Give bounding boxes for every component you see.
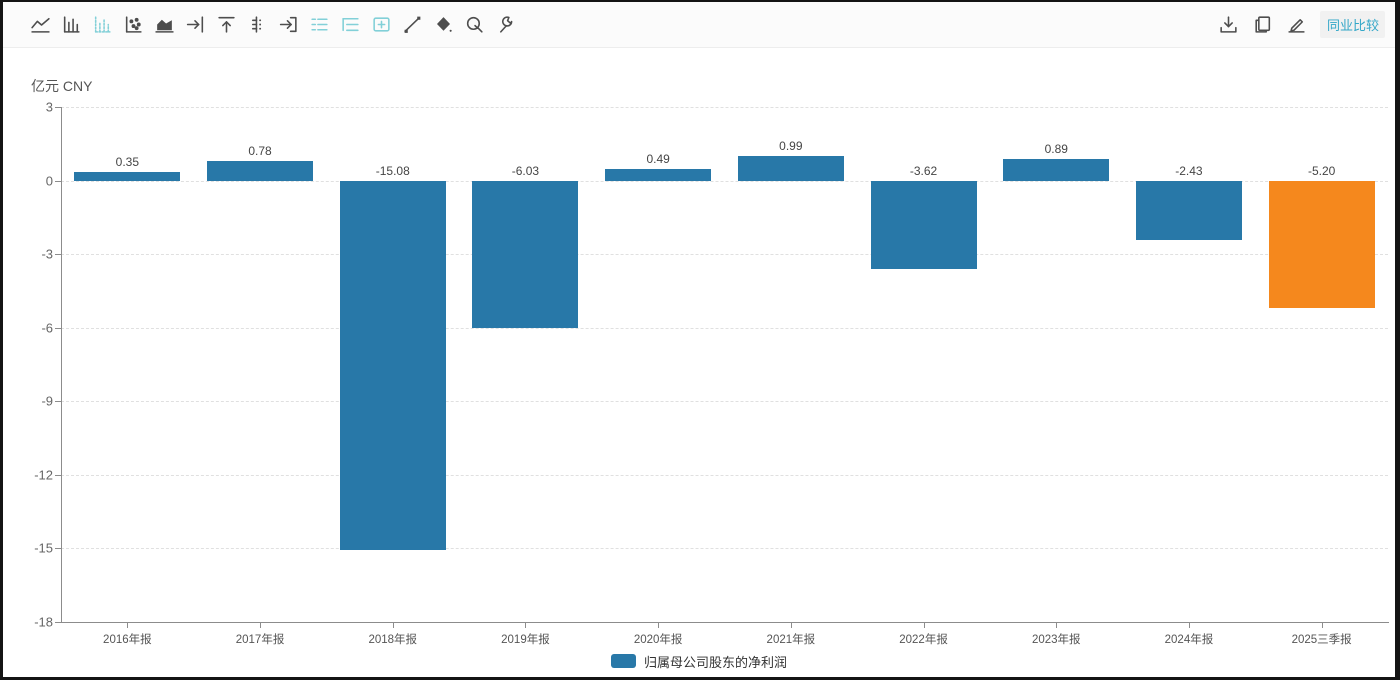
arrow-bar-right-icon[interactable]	[184, 14, 206, 36]
x-axis-tick-label: 2016年报	[103, 634, 152, 646]
x-axis-tick	[1321, 622, 1323, 628]
x-axis-tick-label: 2022年报	[899, 634, 948, 646]
bar-2019年报[interactable]	[472, 180, 579, 329]
legend-label: 归属母公司股东的净利润	[643, 654, 787, 670]
bar-value-label: -15.08	[375, 163, 410, 178]
axis-ticks-icon[interactable]	[246, 14, 268, 36]
gridline	[61, 548, 1388, 550]
gridline	[61, 327, 1388, 329]
gridline	[61, 107, 1388, 108]
toolbar-left-group	[29, 14, 525, 36]
y-axis-line	[61, 107, 62, 622]
bar-value-label: -3.62	[909, 163, 938, 178]
copy-icon[interactable]	[1252, 14, 1274, 36]
trend-line-icon[interactable]	[401, 14, 423, 36]
gridline	[61, 474, 1388, 476]
legend-list-icon[interactable]	[308, 14, 330, 36]
chart-toolbar: 同业比较	[3, 2, 1395, 48]
toolbar-right-group: 同业比较	[1218, 11, 1385, 38]
wrench-icon[interactable]	[494, 14, 516, 36]
legend[interactable]: 归属母公司股东的净利润	[3, 650, 1395, 672]
y-axis-tick	[55, 474, 61, 476]
gridline	[61, 401, 1388, 403]
bar-2023年报[interactable]	[1003, 158, 1110, 181]
x-axis-tick-label: 2024年报	[1164, 634, 1214, 646]
y-axis-tick-label: -9	[41, 393, 53, 409]
x-axis-tick-label: 2020年报	[633, 634, 683, 646]
x-axis-tick-label: 2019年报	[501, 634, 550, 646]
x-axis-tick	[392, 622, 394, 628]
bar-2017年报[interactable]	[207, 161, 314, 181]
bar-chart-dotted-icon[interactable]	[91, 14, 113, 36]
x-axis-line	[61, 622, 1389, 623]
x-axis-tick	[525, 622, 527, 628]
y-axis-tick	[55, 107, 61, 108]
line-chart-icon[interactable]	[29, 14, 51, 36]
bar-2018年报[interactable]	[339, 180, 446, 551]
y-axis-tick-label: -6	[41, 320, 53, 336]
bar-value-label: 0.35	[115, 154, 140, 169]
bar-value-label: -5.20	[1307, 163, 1336, 178]
y-axis-tick	[55, 327, 61, 329]
bar-2020年报[interactable]	[605, 168, 712, 181]
diamond-icon[interactable]	[432, 14, 454, 36]
bar-value-label: 0.49	[646, 151, 670, 166]
y-axis-tick-label: -18	[34, 614, 53, 630]
bar-2022年报[interactable]	[870, 180, 977, 270]
bar-value-label: 0.99	[779, 139, 803, 154]
bar-value-label: 0.89	[1044, 141, 1068, 156]
bar-value-label: -6.03	[511, 163, 540, 178]
x-axis-tick	[923, 622, 925, 628]
x-axis-tick-label: 2017年报	[235, 634, 285, 646]
x-axis-tick	[1188, 622, 1190, 628]
y-axis-tick	[55, 401, 61, 403]
y-axis-tick	[55, 180, 61, 182]
y-axis-unit-label: 亿元 CNY	[31, 78, 93, 94]
x-axis-tick-label: 2018年报	[368, 634, 418, 646]
x-axis-tick	[790, 622, 792, 628]
x-axis-tick	[658, 622, 660, 628]
bar-2024年报[interactable]	[1135, 180, 1242, 241]
x-axis-tick-label: 2023年报	[1031, 634, 1081, 646]
x-axis-tick-label: 2021年报	[766, 634, 816, 646]
gridline	[61, 254, 1388, 256]
arrow-into-box-icon[interactable]	[277, 14, 299, 36]
peer-compare-link[interactable]: 同业比较	[1319, 11, 1385, 38]
bar-2016年报[interactable]	[74, 171, 181, 181]
y-axis-tick	[55, 622, 61, 623]
x-axis-tick	[1056, 622, 1058, 628]
legend-color-chip	[610, 654, 636, 668]
x-axis-tick-label: 2025三季报	[1291, 634, 1352, 646]
y-axis-tick-label: 3	[45, 99, 53, 115]
bar-2021年报[interactable]	[737, 156, 844, 181]
bar-value-label: 0.78	[248, 144, 272, 159]
gridline	[61, 180, 1388, 182]
y-axis-tick	[55, 548, 61, 550]
chart-canvas: 亿元 CNY 3 0 -3 -6 -9 -12 -15 -18 0.35 2016年报 0.78 20…	[3, 49, 1395, 677]
y-axis-tick-label: -15	[34, 540, 53, 556]
y-axis-tick-label: -12	[34, 467, 53, 483]
x-axis-tick	[260, 622, 262, 628]
y-axis-tick-label: 0	[45, 173, 53, 189]
edit-icon[interactable]	[1286, 14, 1308, 36]
magnifier-icon[interactable]	[463, 14, 485, 36]
x-axis-tick	[127, 622, 129, 628]
download-icon[interactable]	[1218, 14, 1240, 36]
toolbar-right-icons	[1218, 14, 1320, 36]
bar-value-label: -2.43	[1175, 163, 1203, 178]
legend-list-alt-icon[interactable]	[339, 14, 361, 36]
y-axis-tick-label: -3	[41, 246, 53, 262]
arrow-bar-up-icon[interactable]	[215, 14, 237, 36]
bar-2025三季报[interactable]	[1268, 180, 1375, 309]
bar-chart-icon[interactable]	[60, 14, 82, 36]
grid-plus-icon[interactable]	[370, 14, 392, 36]
scatter-chart-icon[interactable]	[122, 14, 144, 36]
y-axis-tick	[55, 254, 61, 256]
area-chart-icon[interactable]	[153, 14, 175, 36]
